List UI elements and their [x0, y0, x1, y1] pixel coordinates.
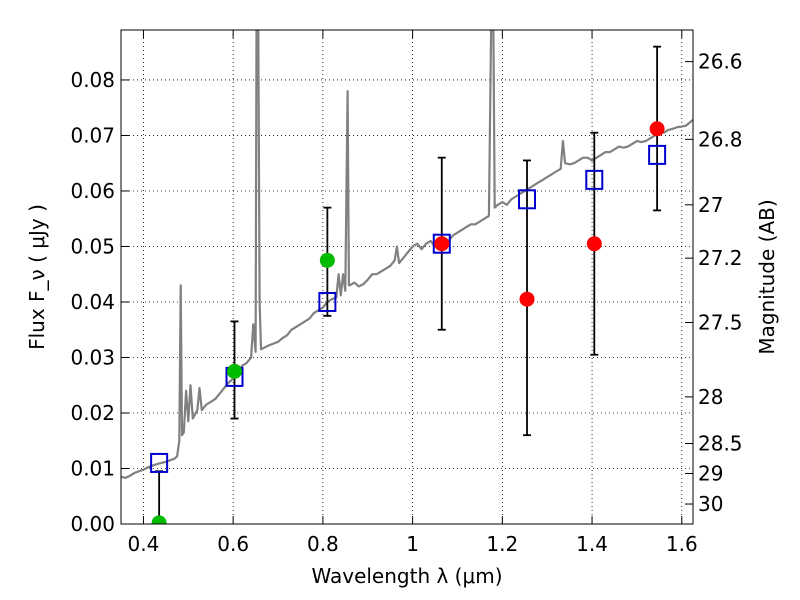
x-tick-label: 1.4 — [576, 532, 608, 556]
mag-tick-label: 27 — [698, 193, 723, 217]
y-tick-label: 0.04 — [70, 290, 115, 314]
detections-point — [151, 515, 167, 524]
model-photometry-point — [518, 189, 537, 210]
y-tick-label: 0.01 — [70, 456, 115, 480]
model-photometry-point — [318, 291, 337, 312]
mag-tick-label: 26.6 — [698, 50, 743, 74]
mag-tick-label: 28.5 — [698, 432, 743, 456]
detections-point — [227, 363, 243, 379]
y-tick-label: 0.03 — [70, 345, 115, 369]
ir-measurements-point — [519, 291, 535, 307]
ir-measurements-point — [586, 236, 602, 252]
detections-point — [319, 252, 335, 268]
x-axis-label: Wavelength λ (μm) — [311, 564, 502, 588]
mag-tick-label: 27.2 — [698, 246, 743, 270]
x-tick-label: 0.6 — [217, 532, 249, 556]
mag-tick-label: 30 — [698, 492, 723, 516]
ir-measurements-point — [434, 236, 450, 252]
mag-tick-label: 27.5 — [698, 311, 743, 335]
model-photometry-point — [150, 452, 169, 473]
y-tick-label: 0.06 — [70, 179, 115, 203]
model-photometry-point — [648, 144, 667, 165]
mag-tick-label: 29 — [698, 461, 723, 485]
model-photometry-point — [432, 233, 451, 254]
y-tick-label: 0.07 — [70, 123, 115, 147]
y-tick-label: 0.00 — [70, 512, 115, 536]
plot-frame — [120, 29, 694, 525]
mag-tick-label: 28 — [698, 385, 723, 409]
x-tick-label: 0.4 — [128, 532, 160, 556]
plot-area-background — [121, 30, 693, 524]
ticks: 0.4 0.6 0.8 1 1.2 1.4 1.6 0.00 0.01 0.02 0.03 0.04 0… — [70, 30, 743, 556]
y-tick-label: 0.08 — [70, 68, 115, 92]
y-tick-label: 0.02 — [70, 401, 115, 425]
y-axis-label: Flux F_ν ( μJy ) — [25, 204, 49, 350]
y-tick-label: 0.05 — [70, 234, 115, 258]
x-tick-label: 1.2 — [486, 532, 518, 556]
x-tick-label: 1.6 — [666, 532, 698, 556]
mag-tick-label: 26.8 — [698, 127, 743, 151]
ir-measurements-point — [649, 121, 665, 137]
spectrum-line — [121, 30, 693, 479]
y2-axis-label: Magnitude (AB) — [755, 199, 779, 354]
data-layer — [121, 30, 693, 524]
x-tick-label: 0.8 — [307, 532, 339, 556]
model-photometry-point — [585, 169, 604, 190]
x-tick-label: 1 — [406, 532, 419, 556]
